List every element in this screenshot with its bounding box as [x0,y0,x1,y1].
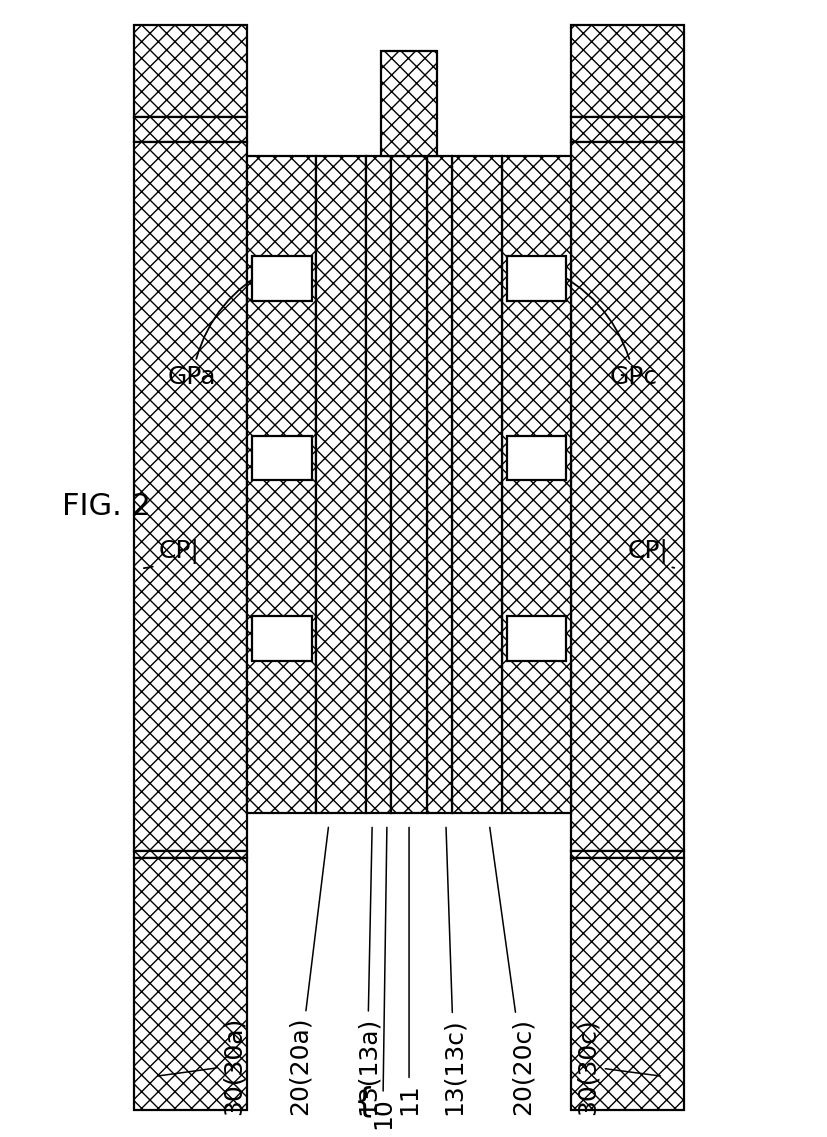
Text: 13(13a): 13(13a) [355,828,379,1114]
Bar [134,858,246,1110]
Text: FIG. 2: FIG. 2 [61,492,151,521]
Text: 20(20a): 20(20a) [287,828,328,1114]
Bar [134,117,246,142]
Bar [134,850,246,858]
Text: GPc: GPc [547,268,657,389]
Bar [380,51,437,157]
Bar [571,26,683,117]
Bar [390,157,427,813]
Bar [571,858,683,1110]
Bar [506,437,566,481]
Bar [506,256,566,301]
Bar [246,157,316,813]
Bar [501,157,571,813]
Bar [251,256,311,301]
Text: {: { [354,1085,375,1118]
Text: 30(30a): 30(30a) [158,1016,246,1114]
Text: CP|: CP| [627,539,673,568]
Text: 30(30c): 30(30c) [575,1018,660,1114]
Bar [251,616,311,661]
Bar [506,616,566,661]
Text: 13(13c): 13(13c) [442,828,466,1114]
Bar [571,142,683,850]
Bar [366,157,390,813]
Bar [134,26,246,117]
Text: 20(20c): 20(20c) [490,828,534,1114]
Bar [571,850,683,858]
Text: CP|: CP| [144,539,199,568]
Bar [316,157,366,813]
Bar [134,142,246,850]
Bar [251,437,311,481]
Text: 10: 10 [370,828,394,1128]
Text: GPa: GPa [168,268,270,389]
Text: 11: 11 [397,828,421,1114]
Bar [427,157,452,813]
Bar [571,117,683,142]
Bar [452,157,501,813]
